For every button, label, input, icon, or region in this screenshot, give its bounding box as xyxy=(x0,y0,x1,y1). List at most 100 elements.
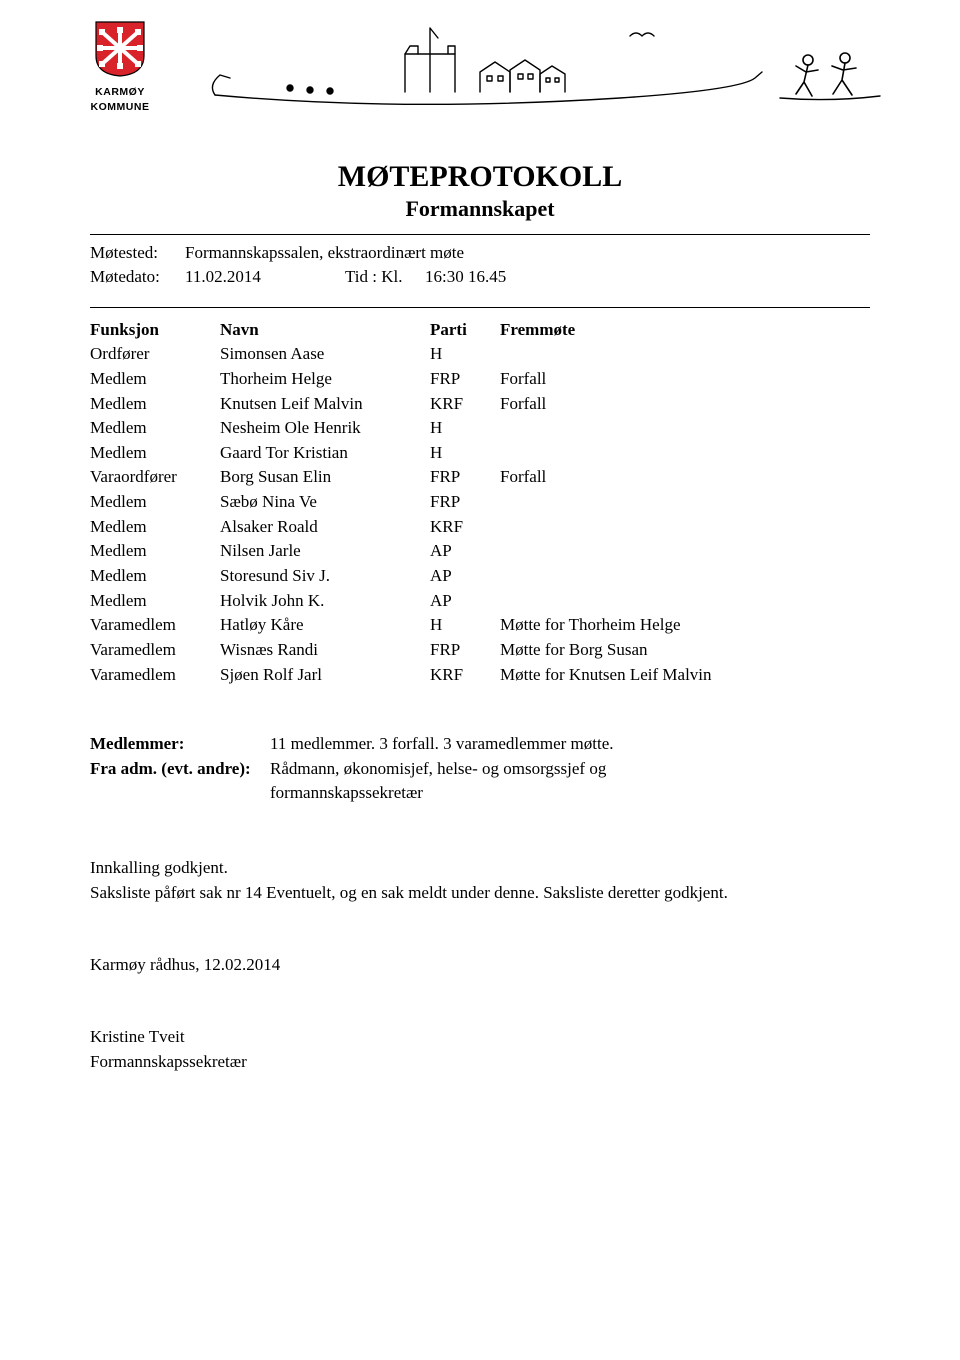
cell-funk: Medlem xyxy=(90,589,220,614)
doc-subtitle: Formannskapet xyxy=(90,196,870,222)
table-row: MedlemStoresund Siv J.AP xyxy=(90,564,870,589)
cell-frem xyxy=(500,515,870,540)
cell-parti: H xyxy=(430,441,500,466)
meta-sted-label: Møtested: xyxy=(90,241,185,265)
signatory-role: Formannskapssekretær xyxy=(90,1050,870,1075)
cell-funk: Varamedlem xyxy=(90,613,220,638)
cell-funk: Ordfører xyxy=(90,342,220,367)
signoff-location-date: Karmøy rådhus, 12.02.2014 xyxy=(90,955,870,975)
cell-frem: Møtte for Knutsen Leif Malvin xyxy=(500,663,870,688)
attendance-table: Funksjon Navn Parti Fremmøte OrdførerSim… xyxy=(90,318,870,688)
cell-frem: Møtte for Borg Susan xyxy=(500,638,870,663)
cell-navn: Thorheim Helge xyxy=(220,367,430,392)
page-header: KARMØY KOMMUNE xyxy=(90,20,870,130)
cell-funk: Medlem xyxy=(90,367,220,392)
cell-frem xyxy=(500,490,870,515)
cell-frem xyxy=(500,441,870,466)
cell-navn: Sæbø Nina Ve xyxy=(220,490,430,515)
municipal-logo: KARMØY KOMMUNE xyxy=(80,20,160,114)
th-fremmote: Fremmøte xyxy=(500,318,870,343)
cell-funk: Varamedlem xyxy=(90,638,220,663)
doc-title: MØTEPROTOKOLL xyxy=(90,160,870,194)
cell-funk: Medlem xyxy=(90,416,220,441)
cell-frem: Møtte for Thorheim Helge xyxy=(500,613,870,638)
cell-navn: Sjøen Rolf Jarl xyxy=(220,663,430,688)
cell-frem: Forfall xyxy=(500,392,870,417)
fraadm-label: Fra adm. (evt. andre): xyxy=(90,757,270,806)
cell-navn: Simonsen Aase xyxy=(220,342,430,367)
table-row: VaramedlemHatløy KåreHMøtte for Thorheim… xyxy=(90,613,870,638)
table-row: MedlemSæbø Nina VeFRP xyxy=(90,490,870,515)
cell-navn: Storesund Siv J. xyxy=(220,564,430,589)
cell-parti: H xyxy=(430,613,500,638)
table-header: Funksjon Navn Parti Fremmøte xyxy=(90,318,870,343)
approval-text: Innkalling godkjent. Saksliste påført sa… xyxy=(90,856,870,905)
document-page: KARMØY KOMMUNE xyxy=(0,0,960,1115)
cell-funk: Medlem xyxy=(90,515,220,540)
logo-text-1: KARMØY xyxy=(80,87,160,99)
table-row: MedlemThorheim HelgeFRPForfall xyxy=(90,367,870,392)
shield-icon xyxy=(94,20,146,78)
cell-parti: FRP xyxy=(430,490,500,515)
cell-funk: Medlem xyxy=(90,441,220,466)
table-row: OrdførerSimonsen AaseH xyxy=(90,342,870,367)
approval-line-1: Innkalling godkjent. xyxy=(90,856,870,881)
info-block: Medlemmer: 11 medlemmer. 3 forfall. 3 va… xyxy=(90,732,870,806)
th-funksjon: Funksjon xyxy=(90,318,220,343)
cell-frem xyxy=(500,342,870,367)
divider-bottom xyxy=(90,307,870,308)
logo-text-2: KOMMUNE xyxy=(80,102,160,114)
meeting-meta: Møtested: Formannskapssalen, ekstraordin… xyxy=(90,241,870,289)
th-navn: Navn xyxy=(220,318,430,343)
th-parti: Parti xyxy=(430,318,500,343)
meta-tid-label: Tid : Kl. xyxy=(345,265,425,289)
cell-parti: AP xyxy=(430,589,500,614)
meta-tid-value: 16:30 16.45 xyxy=(425,265,506,289)
table-row: MedlemHolvik John K.AP xyxy=(90,589,870,614)
table-row: MedlemAlsaker RoaldKRF xyxy=(90,515,870,540)
medlemmer-value: 11 medlemmer. 3 forfall. 3 varamedlemmer… xyxy=(270,732,614,757)
cell-parti: KRF xyxy=(430,392,500,417)
cell-navn: Hatløy Kåre xyxy=(220,613,430,638)
cell-funk: Medlem xyxy=(90,539,220,564)
cell-navn: Nilsen Jarle xyxy=(220,539,430,564)
cell-parti: AP xyxy=(430,564,500,589)
approval-line-2: Saksliste påført sak nr 14 Eventuelt, og… xyxy=(90,881,870,906)
cell-parti: FRP xyxy=(430,465,500,490)
document-title-block: MØTEPROTOKOLL Formannskapet xyxy=(90,160,870,222)
signatory-name: Kristine Tveit xyxy=(90,1025,870,1050)
cell-funk: Medlem xyxy=(90,392,220,417)
table-row: VaramedlemSjøen Rolf JarlKRFMøtte for Kn… xyxy=(90,663,870,688)
cell-funk: Medlem xyxy=(90,564,220,589)
signatory-block: Kristine Tveit Formannskapssekretær xyxy=(90,1025,870,1074)
cell-frem: Forfall xyxy=(500,465,870,490)
skyline-illustration xyxy=(200,20,900,110)
cell-navn: Gaard Tor Kristian xyxy=(220,441,430,466)
cell-frem xyxy=(500,416,870,441)
cell-parti: H xyxy=(430,342,500,367)
meta-sted-value: Formannskapssalen, ekstraordinært møte xyxy=(185,241,464,265)
fraadm-value-1: Rådmann, økonomisjef, helse- og omsorgss… xyxy=(270,759,606,778)
table-row: MedlemNesheim Ole HenrikH xyxy=(90,416,870,441)
cell-parti: H xyxy=(430,416,500,441)
fraadm-value-2: formannskapssekretær xyxy=(270,783,423,802)
meta-dato-value: 11.02.2014 xyxy=(185,265,345,289)
cell-parti: KRF xyxy=(430,515,500,540)
table-row: MedlemNilsen JarleAP xyxy=(90,539,870,564)
cell-navn: Alsaker Roald xyxy=(220,515,430,540)
cell-navn: Wisnæs Randi xyxy=(220,638,430,663)
cell-parti: KRF xyxy=(430,663,500,688)
cell-navn: Borg Susan Elin xyxy=(220,465,430,490)
cell-navn: Holvik John K. xyxy=(220,589,430,614)
medlemmer-label: Medlemmer: xyxy=(90,732,270,757)
table-row: VaraordførerBorg Susan ElinFRPForfall xyxy=(90,465,870,490)
cell-navn: Knutsen Leif Malvin xyxy=(220,392,430,417)
cell-frem xyxy=(500,589,870,614)
table-row: VaramedlemWisnæs RandiFRPMøtte for Borg … xyxy=(90,638,870,663)
meta-dato-label: Møtedato: xyxy=(90,265,185,289)
cell-frem xyxy=(500,564,870,589)
cell-funk: Varamedlem xyxy=(90,663,220,688)
cell-parti: FRP xyxy=(430,638,500,663)
cell-frem: Forfall xyxy=(500,367,870,392)
divider-top xyxy=(90,234,870,235)
